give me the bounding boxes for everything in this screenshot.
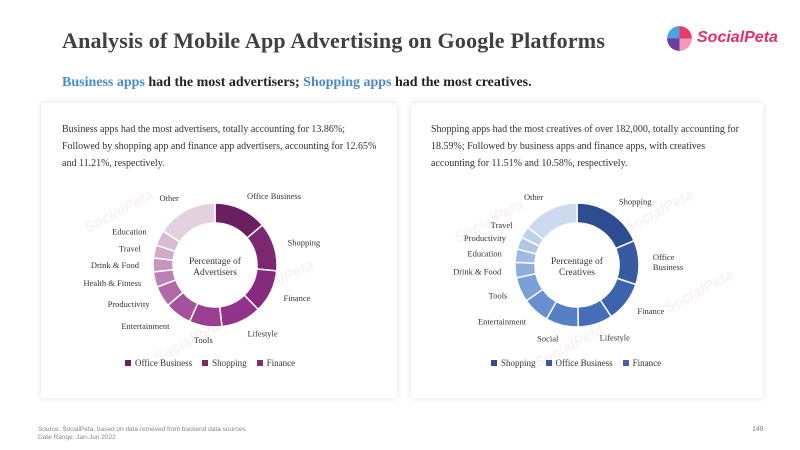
slice-label-other: Other	[524, 192, 544, 202]
socialpeta-logo: SocialPeta	[667, 26, 797, 52]
slice-shopping	[576, 202, 636, 250]
advertisers-donut-chart: Office Business Shopping Finance Lifestyle T…	[84, 191, 321, 345]
slice-label-travel: Travel	[119, 243, 142, 253]
legend-item-finance: Finance	[256, 358, 296, 368]
legend-swatch	[545, 360, 552, 366]
subtitle-highlight-shopping: Shopping apps	[303, 75, 392, 90]
slice-label-drink-and-food: Drink & Food	[453, 266, 502, 276]
subtitle-highlight-business: Business apps	[62, 75, 145, 90]
slice-label-education: Education	[467, 248, 502, 258]
slice-label-office-business: Office	[653, 252, 675, 262]
legend-item-shopping: Shopping	[491, 358, 536, 368]
legend-label: Shopping	[212, 358, 247, 368]
page-number: 148	[752, 426, 764, 433]
legend-label: Office Business	[555, 358, 613, 368]
slice-office-business	[614, 239, 640, 286]
legend-swatch	[491, 360, 497, 366]
slice-label-office-business: Business	[653, 262, 683, 272]
slice-label-tools: Tools	[194, 335, 213, 345]
slice-label-productivity: Productivity	[108, 299, 151, 309]
advertisers-description: Business apps had the most advertisers, …	[62, 124, 377, 169]
slice-label-lifestyle: Lifestyle	[600, 333, 630, 343]
creatives-description: Shopping apps had the most creatives of …	[431, 124, 739, 169]
legend-label: Finance	[632, 358, 662, 368]
date-range-note: Date Range: Jan-Jun 2022	[38, 434, 116, 441]
slice-label-shopping: Shopping	[288, 237, 321, 247]
subtitle-text-1: had the most advertisers;	[144, 75, 304, 90]
logo-text: SocialPeta	[697, 29, 778, 46]
legend-swatch	[622, 360, 629, 366]
slice-label-entertainment: Entertainment	[121, 321, 170, 331]
source-note: Source: SocialPeta, based on data retrie…	[38, 426, 246, 433]
advertisers-card: SocialPeta SocialPeta SocialPeta Busines…	[41, 103, 397, 398]
slice-label-tools: Tools	[489, 290, 508, 300]
center-label: Percentage of	[189, 256, 242, 267]
center-label: Creatives	[559, 268, 595, 278]
slice-other	[162, 202, 216, 244]
legend-item-office-business: Office Business	[545, 358, 613, 368]
legend-item-shopping: Shopping	[202, 358, 247, 368]
footer-source: Source: SocialPeta, based on data retrie…	[38, 426, 245, 442]
creatives-card: SocialPeta SocialPeta SocialPeta SocialP…	[411, 103, 763, 398]
slice-label-drink-and-food: Drink & Food	[91, 260, 140, 270]
legend-swatch	[202, 360, 209, 366]
slice-label-lifestyle: Lifestyle	[247, 329, 277, 339]
slice-label-travel: Travel	[491, 220, 514, 230]
logo-mark-icon	[667, 26, 692, 51]
slice-label-social: Social	[537, 334, 559, 344]
slice-other	[526, 202, 578, 241]
slice-label-other: Other	[159, 193, 179, 203]
creatives-legend: Shopping Office Business Finance	[491, 358, 661, 368]
legend-swatch	[256, 360, 263, 366]
page-title: Analysis of Mobile App Advertising on Go…	[62, 28, 606, 53]
legend-label: Shopping	[501, 358, 536, 368]
advertisers-legend: Office Business Shopping Finance	[125, 358, 295, 368]
subtitle: Business apps had the most advertisers; …	[62, 75, 532, 91]
slice-label-education: Education	[112, 227, 147, 237]
slice-label-finance: Finance	[284, 293, 311, 303]
center-label: Percentage of	[551, 256, 604, 267]
slice-label-finance: Finance	[637, 306, 664, 316]
legend-item-office-business: Office Business	[125, 358, 192, 368]
slice-label-office-business: Office Business	[247, 191, 301, 201]
legend-item-finance: Finance	[622, 358, 662, 368]
slice-label-shopping: Shopping	[619, 197, 652, 207]
legend-swatch	[125, 360, 131, 366]
slice-label-productivity: Productivity	[464, 233, 507, 243]
legend-label: Office Business	[135, 358, 193, 368]
center-label: Advertisers	[193, 268, 237, 278]
slice-label-entertainment: Entertainment	[478, 316, 527, 326]
subtitle-text-2: had the most creatives.	[391, 75, 532, 90]
slice-label-health-and-fitness: Health & Fitness	[84, 278, 142, 288]
legend-label: Finance	[266, 358, 296, 368]
